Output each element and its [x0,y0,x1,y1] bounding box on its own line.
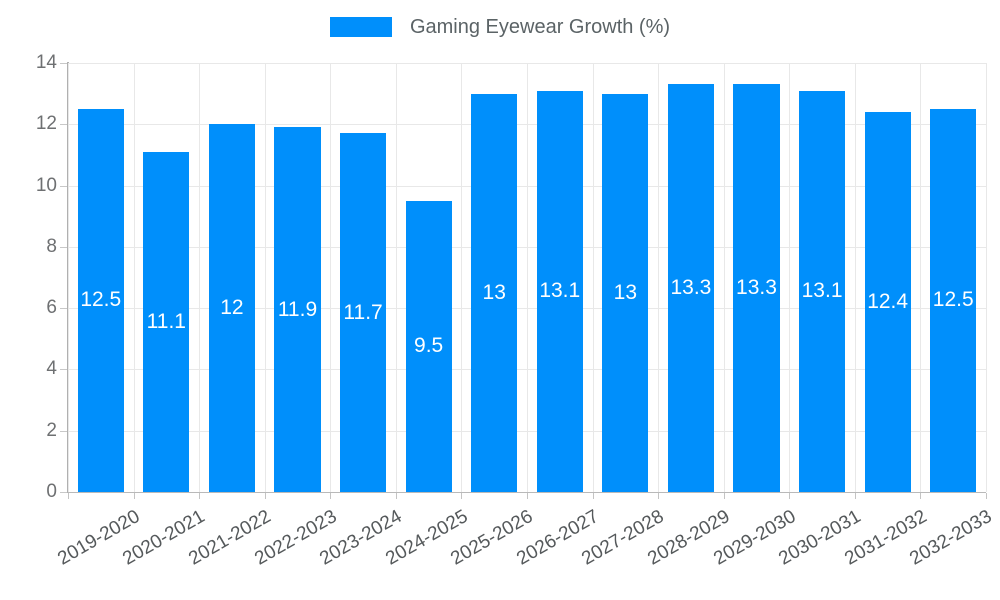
y-gridline [68,492,986,493]
legend-color-marker [329,17,392,37]
bar[interactable] [930,108,977,492]
x-gridline [461,63,462,492]
x-axis-tickmark [658,493,659,499]
x-axis-tickmark [199,493,200,499]
x-gridline [986,63,987,492]
legend-item-gaming-eyewear-growth[interactable]: Gaming Eyewear Growth (%) [329,16,671,38]
plot-area: 12.5 11.1 12 11.9 11.7 9.5 13 13.1 13 13.3 13.3 13.… [68,63,987,493]
x-gridline [789,63,790,492]
x-gridline [199,63,200,492]
y-axis-tick-label: 0 [46,481,57,502]
x-axis-tickmark [461,493,462,499]
y-axis-tick-label: 10 [35,174,57,196]
bar[interactable] [208,124,256,492]
bar[interactable] [733,84,780,492]
x-gridline [396,63,397,492]
x-gridline [920,63,921,492]
bar[interactable] [798,90,846,492]
x-axis-tickmark [855,493,856,499]
bar[interactable] [602,93,649,492]
x-axis-tickmark [396,493,397,499]
y-axis-tick-label: 8 [46,235,57,257]
y-axis-tickmark [60,124,67,126]
y-axis-tick-label: 6 [46,297,57,319]
x-gridline [265,63,266,492]
bar[interactable] [667,84,715,492]
bar[interactable] [536,90,583,492]
y-axis-tickmark [60,492,67,493]
x-axis-tickmark [986,493,987,499]
bar[interactable] [471,93,518,492]
x-gridline [330,63,331,492]
y-axis-tickmark [60,63,67,64]
x-axis-tickmark [134,493,135,499]
x-gridline [527,63,528,492]
y-axis-tick-label: 4 [46,358,57,380]
x-axis-tickmark [68,493,69,499]
bar[interactable] [77,108,124,492]
x-axis-tickmark [789,493,790,499]
y-axis-tickmark [60,369,67,371]
x-axis-tickmark [330,493,331,499]
x-axis-tickmark [527,493,528,499]
x-axis-tickmark [593,493,594,499]
y-axis-tickmark [60,246,67,248]
y-axis-tickmark [60,185,67,187]
x-axis-tickmark [265,493,266,499]
x-axis-tickmark [724,493,725,499]
y-axis-tick-label: 2 [46,419,57,441]
bar[interactable] [405,200,452,492]
y-axis-tickmark [60,308,67,310]
x-gridline [855,63,856,492]
chart-legend: Gaming Eyewear Growth (%) [0,10,1000,44]
x-gridline [593,63,594,492]
x-axis-tickmark [920,493,921,499]
x-gridline [658,63,659,492]
legend-item-label: Gaming Eyewear Growth (%) [409,16,671,38]
x-gridline [68,63,69,492]
bar[interactable] [339,133,387,492]
y-axis-tick-label: 14 [35,52,57,73]
y-axis-tickmark [60,430,67,432]
x-gridline [134,63,135,492]
bar[interactable] [274,127,321,492]
x-gridline [724,63,725,492]
y-axis-tick-label: 12 [35,113,57,135]
bar[interactable] [864,112,911,492]
bar[interactable] [143,151,190,492]
